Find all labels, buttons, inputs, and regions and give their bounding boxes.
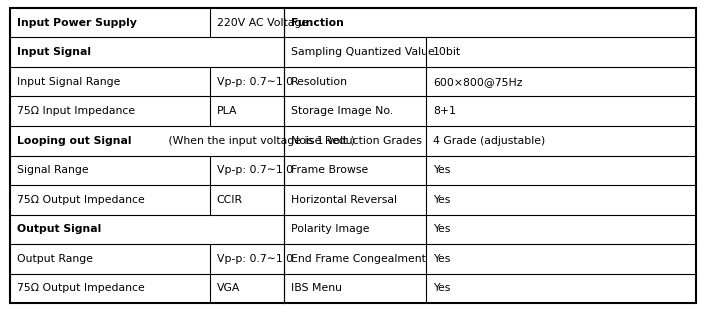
Text: 8+1: 8+1 [433,106,455,116]
Text: 4 Grade (adjustable): 4 Grade (adjustable) [433,136,545,146]
Text: Yes: Yes [433,283,450,294]
Text: CCIR: CCIR [217,195,243,205]
Text: 10bit: 10bit [433,47,461,57]
Text: Output Range: Output Range [17,254,93,264]
Text: VGA: VGA [217,283,240,294]
Text: Yes: Yes [433,195,450,205]
Text: 600×800@75Hz: 600×800@75Hz [433,77,522,87]
Text: Vp-p: 0.7∼1.0: Vp-p: 0.7∼1.0 [217,77,293,87]
Text: Polarity Image: Polarity Image [291,224,369,234]
Text: Input Power Supply: Input Power Supply [17,17,137,28]
Text: Input Signal: Input Signal [17,47,91,57]
Text: 75Ω Output Impedance: 75Ω Output Impedance [17,195,145,205]
Text: Storage Image No.: Storage Image No. [291,106,393,116]
Text: 75Ω Output Impedance: 75Ω Output Impedance [17,283,145,294]
Text: Resolution: Resolution [291,77,348,87]
Text: Output Signal: Output Signal [17,224,101,234]
Text: Frame Browse: Frame Browse [291,165,368,175]
Text: (When the input voltage is 1 volt.): (When the input voltage is 1 volt.) [164,136,354,146]
Text: Horizontal Reversal: Horizontal Reversal [291,195,397,205]
Text: Yes: Yes [433,254,450,264]
Text: End Frame Congealment: End Frame Congealment [291,254,426,264]
Text: Yes: Yes [433,165,450,175]
Text: PLA: PLA [217,106,237,116]
Text: Vp-p: 0.7∼1.0: Vp-p: 0.7∼1.0 [217,254,293,264]
Text: IBS Menu: IBS Menu [291,283,342,294]
Text: Noise Reduction Grades: Noise Reduction Grades [291,136,421,146]
Text: Yes: Yes [433,224,450,234]
Text: Input Signal Range: Input Signal Range [17,77,120,87]
Text: Looping out Signal: Looping out Signal [17,136,131,146]
Text: Sampling Quantized Value: Sampling Quantized Value [291,47,435,57]
Text: 220V AC Voltage: 220V AC Voltage [217,17,308,28]
Text: 75Ω Input Impedance: 75Ω Input Impedance [17,106,135,116]
Text: Signal Range: Signal Range [17,165,88,175]
Text: Function: Function [291,17,344,28]
Text: Vp-p: 0.7∼1.0: Vp-p: 0.7∼1.0 [217,165,293,175]
